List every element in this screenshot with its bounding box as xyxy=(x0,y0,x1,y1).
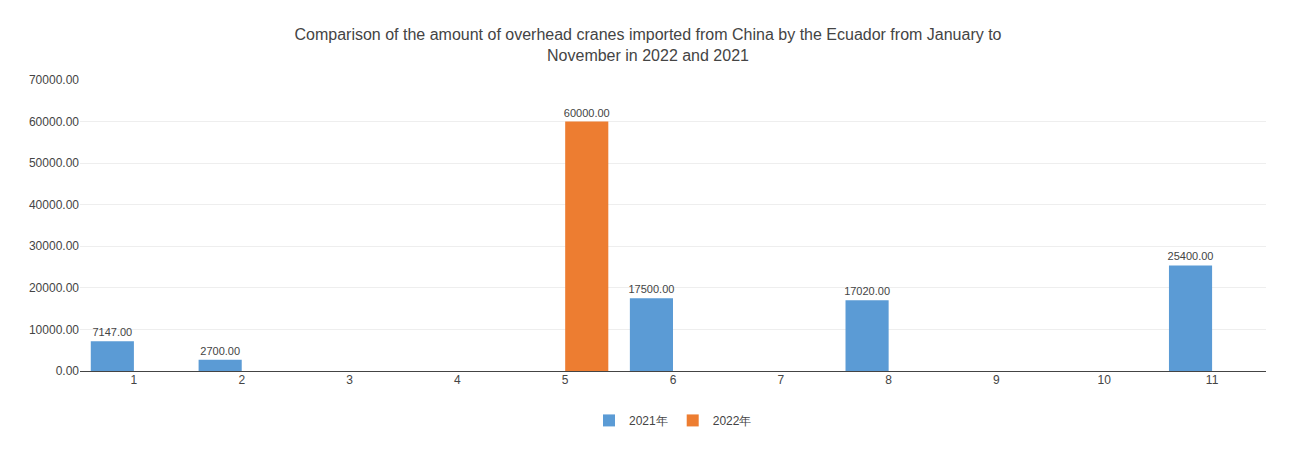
svg-text:25400.00: 25400.00 xyxy=(1168,250,1214,262)
svg-text:40000.00: 40000.00 xyxy=(29,198,79,212)
svg-text:30000.00: 30000.00 xyxy=(29,239,79,253)
svg-text:2021年: 2021年 xyxy=(629,414,668,428)
svg-text:10000.00: 10000.00 xyxy=(29,323,79,337)
svg-text:20000.00: 20000.00 xyxy=(29,281,79,295)
svg-text:60000.00: 60000.00 xyxy=(29,115,79,129)
svg-text:60000.00: 60000.00 xyxy=(564,107,610,119)
svg-text:7147.00: 7147.00 xyxy=(92,326,132,338)
svg-text:2700.00: 2700.00 xyxy=(200,345,240,357)
svg-text:0.00: 0.00 xyxy=(56,364,80,378)
svg-text:11: 11 xyxy=(1206,373,1219,387)
svg-text:3: 3 xyxy=(346,373,353,387)
svg-text:6: 6 xyxy=(670,373,677,387)
svg-text:50000.00: 50000.00 xyxy=(29,156,79,170)
svg-text:10: 10 xyxy=(1098,373,1112,387)
svg-text:5: 5 xyxy=(562,373,569,387)
svg-text:17500.00: 17500.00 xyxy=(628,283,674,295)
svg-text:2022年: 2022年 xyxy=(713,414,752,428)
svg-text:7: 7 xyxy=(777,373,784,387)
svg-text:Comparison of the amount of ov: Comparison of the amount of overhead cra… xyxy=(294,26,1001,64)
svg-text:70000.00: 70000.00 xyxy=(29,73,79,87)
svg-text:1: 1 xyxy=(131,373,138,387)
svg-text:9: 9 xyxy=(993,373,1000,387)
svg-text:8: 8 xyxy=(885,373,892,387)
svg-text:4: 4 xyxy=(454,373,461,387)
svg-text:17020.00: 17020.00 xyxy=(844,285,890,297)
svg-text:2: 2 xyxy=(238,373,245,387)
